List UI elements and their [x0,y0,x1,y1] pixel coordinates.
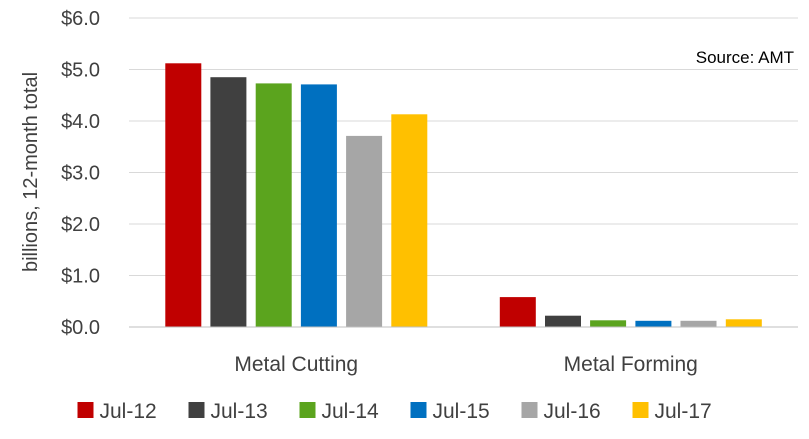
bar-jul-17 [725,319,762,327]
y-tick-label: $2.0 [61,214,100,236]
y-tick-label: $5.0 [61,60,100,82]
source-annotation: Source: AMT [696,48,794,67]
y-tick-label: $4.0 [61,111,100,133]
x-axis-categories: Metal Cutting Metal Forming [234,353,697,376]
bar-jul-17 [391,114,428,327]
y-tick-label: $1.0 [61,266,100,288]
y-tick-label: $0.0 [61,317,100,339]
legend-label: Jul-12 [100,400,157,423]
bar-jul-14 [590,320,627,327]
y-tick-label: $6.0 [61,8,100,30]
x-category-label: Metal Cutting [234,353,358,376]
bar-jul-14 [255,83,292,328]
bar-jul-12 [499,297,536,327]
x-category-label: Metal Forming [564,353,698,376]
legend-swatch [521,402,538,418]
y-axis-ticks: $0.0 $1.0 $2.0 $3.0 $4.0 $5.0 $6.0 [61,8,100,339]
y-tick-label: $3.0 [61,163,100,185]
legend-swatch [410,402,427,418]
legend-swatch [77,402,94,418]
legend-label: Jul-17 [655,400,712,423]
bar-jul-16 [346,135,383,327]
legend-swatch [299,402,316,418]
bars [165,63,762,328]
legend-swatch [632,402,649,418]
legend-label: Jul-16 [544,400,601,423]
legend: Jul-12 Jul-13 Jul-14 Jul-15 Jul-16 Jul-17 [77,400,712,423]
bar-jul-16 [680,320,717,327]
legend-label: Jul-15 [433,400,490,423]
bar-jul-15 [300,84,337,328]
legend-label: Jul-13 [211,400,268,423]
y-axis-label: billions, 12-month total [20,72,42,272]
bar-jul-13 [545,315,581,327]
legend-label: Jul-14 [322,400,380,423]
legend-swatch [188,402,205,418]
bar-jul-13 [210,77,247,327]
bar-jul-15 [635,320,672,327]
bar-jul-12 [165,63,202,328]
